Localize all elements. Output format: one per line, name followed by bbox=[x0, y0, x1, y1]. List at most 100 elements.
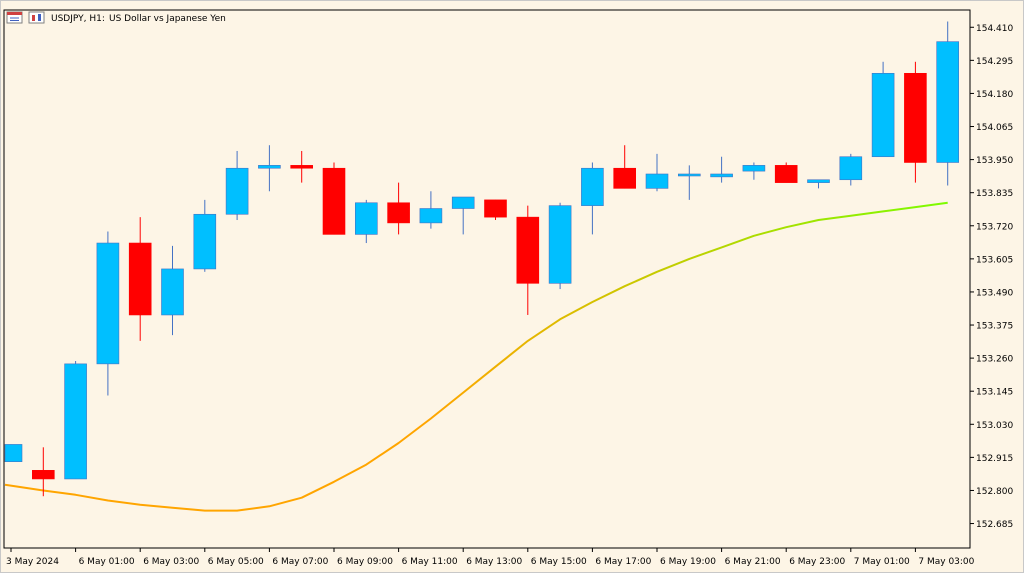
candle-body-bull bbox=[677, 173, 701, 177]
candle-body-bear bbox=[484, 199, 507, 218]
candle bbox=[225, 150, 249, 221]
y-tick-label: 154.065 bbox=[976, 123, 1013, 133]
x-tick-label: 6 May 15:00 bbox=[531, 557, 587, 567]
y-tick-label: 153.835 bbox=[976, 189, 1013, 199]
candle-body-bear bbox=[516, 216, 540, 284]
candle bbox=[128, 217, 152, 341]
x-tick-label: 7 May 03:00 bbox=[918, 557, 974, 567]
y-tick-label: 154.295 bbox=[976, 57, 1013, 67]
candle bbox=[904, 61, 927, 183]
candle bbox=[258, 145, 281, 192]
x-tick-label: 7 May 01:00 bbox=[854, 557, 910, 567]
candle-body-bull bbox=[419, 208, 443, 224]
y-tick-label: 152.915 bbox=[976, 454, 1013, 464]
x-tick-label: 6 May 23:00 bbox=[789, 557, 845, 567]
candle-body-bear bbox=[904, 72, 927, 163]
candle-body-bull bbox=[645, 173, 669, 189]
candle-body-bull bbox=[4, 444, 23, 462]
moving-average bbox=[4, 201, 948, 512]
candle-body-bull bbox=[451, 196, 475, 209]
y-tick-label: 153.950 bbox=[976, 156, 1013, 166]
candle-body-bull bbox=[258, 165, 281, 169]
candle bbox=[4, 444, 23, 462]
y-tick-label: 153.720 bbox=[976, 222, 1013, 232]
x-tick-label: 6 May 07:00 bbox=[272, 557, 328, 567]
ma-line bbox=[4, 201, 948, 512]
candle-body-bull bbox=[839, 156, 863, 181]
candle bbox=[645, 153, 669, 192]
candle bbox=[419, 191, 443, 229]
y-tick-label: 153.375 bbox=[976, 322, 1013, 332]
candle bbox=[677, 165, 701, 200]
candle-body-bear bbox=[387, 202, 410, 224]
candle bbox=[581, 162, 604, 235]
candle bbox=[322, 162, 346, 235]
candle bbox=[354, 199, 378, 244]
y-tick-label: 154.410 bbox=[976, 24, 1013, 34]
x-tick-label: 6 May 13:00 bbox=[466, 557, 522, 567]
candles bbox=[4, 21, 960, 497]
candle bbox=[290, 150, 314, 183]
x-tick-label: 6 May 05:00 bbox=[208, 557, 264, 567]
candle bbox=[774, 162, 798, 183]
candle-body-bull bbox=[548, 205, 572, 284]
y-tick-label: 153.030 bbox=[976, 421, 1013, 431]
y-tick-label: 152.800 bbox=[976, 487, 1013, 497]
candle-body-bull bbox=[354, 202, 378, 235]
x-tick-label: 6 May 01:00 bbox=[79, 557, 135, 567]
candle bbox=[161, 245, 184, 336]
candle bbox=[548, 202, 572, 290]
candle bbox=[807, 179, 830, 189]
x-tick-label: 3 May 2024 bbox=[6, 557, 59, 567]
candle-body-bull bbox=[742, 165, 766, 172]
candle-body-bull bbox=[710, 173, 733, 178]
candle-body-bear bbox=[290, 165, 314, 169]
candle-body-bull bbox=[581, 167, 604, 206]
candle bbox=[451, 196, 475, 235]
x-tick-label: 6 May 19:00 bbox=[660, 557, 716, 567]
description-label: US Dollar vs Japanese Yen bbox=[109, 14, 226, 24]
window-icon bbox=[6, 11, 23, 24]
plot-area bbox=[3, 9, 971, 549]
y-tick-label: 154.180 bbox=[976, 90, 1013, 100]
candle-body-bear bbox=[774, 165, 798, 183]
candle bbox=[871, 61, 895, 158]
candle-body-bull bbox=[161, 268, 184, 316]
candle-body-bear bbox=[128, 242, 152, 316]
symbol-label: USDJPY, H1: bbox=[51, 14, 105, 24]
x-tick-label: 6 May 09:00 bbox=[337, 557, 393, 567]
candle-body-bear bbox=[31, 470, 55, 480]
candle-body-bull bbox=[96, 242, 120, 365]
x-axis: 3 May 2024 6 May 01:00 6 May 03:00 6 May 05… bbox=[6, 548, 975, 567]
y-tick-label: 153.145 bbox=[976, 388, 1013, 398]
candle-body-bear bbox=[322, 167, 346, 235]
candle bbox=[484, 199, 507, 221]
candle bbox=[742, 162, 766, 180]
candle-body-bear bbox=[613, 167, 637, 189]
candle bbox=[193, 199, 217, 272]
candle bbox=[710, 156, 733, 183]
candle bbox=[96, 231, 120, 396]
candle bbox=[387, 182, 410, 235]
candle bbox=[31, 447, 55, 497]
candle-body-bull bbox=[64, 363, 87, 480]
candle-body-bull bbox=[936, 41, 960, 163]
x-tick-label: 6 May 03:00 bbox=[143, 557, 199, 567]
candle bbox=[516, 205, 540, 315]
candle-body-bull bbox=[807, 179, 830, 183]
candle bbox=[839, 153, 863, 186]
y-axis: 154.410 154.295 154.180 154.065 153.950 153.8… bbox=[970, 24, 1013, 530]
y-tick-label: 152.685 bbox=[976, 520, 1013, 530]
candle bbox=[64, 360, 87, 480]
chart-icon bbox=[28, 11, 45, 24]
candle bbox=[613, 145, 637, 189]
y-tick-label: 153.490 bbox=[976, 288, 1013, 298]
y-tick-label: 153.260 bbox=[976, 355, 1013, 365]
x-tick-label: 6 May 21:00 bbox=[725, 557, 781, 567]
candle bbox=[936, 21, 960, 186]
y-tick-label: 153.605 bbox=[976, 255, 1013, 265]
candle-body-bull bbox=[193, 213, 217, 270]
x-tick-label: 6 May 11:00 bbox=[402, 557, 458, 567]
